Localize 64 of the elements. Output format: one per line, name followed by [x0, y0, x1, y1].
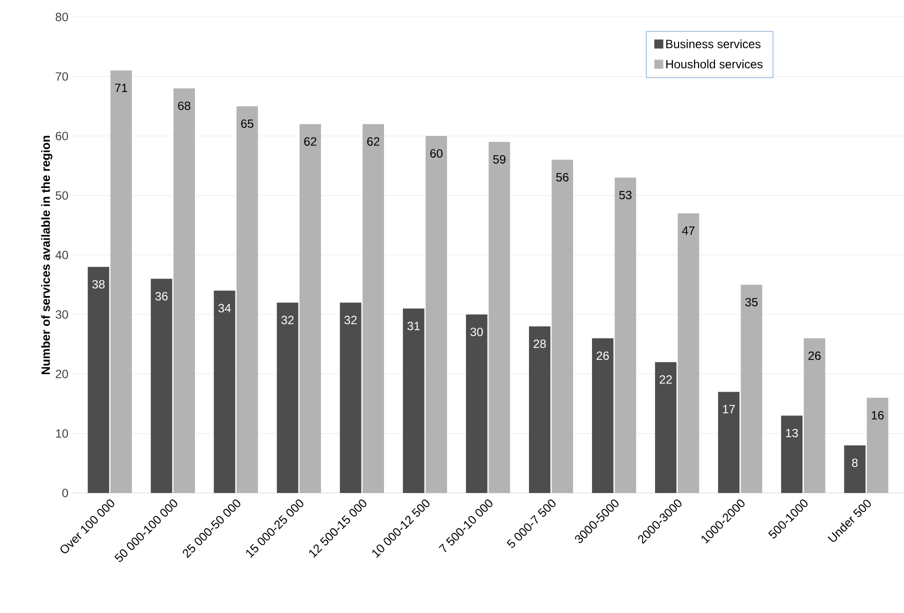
bar — [236, 106, 258, 493]
bar — [781, 416, 803, 493]
y-tick-label: 40 — [55, 250, 68, 260]
bar — [488, 142, 510, 493]
y-tick-label: 70 — [56, 72, 68, 81]
data-label: 62 — [367, 137, 380, 146]
data-label: 31 — [407, 322, 420, 330]
data-label: 17 — [723, 405, 735, 414]
data-label: 38 — [92, 280, 105, 289]
bar — [88, 266, 110, 493]
data-label: 28 — [534, 340, 546, 348]
data-label: 56 — [556, 172, 569, 182]
bar — [276, 302, 298, 493]
data-label: 36 — [155, 292, 168, 300]
data-label: 22 — [660, 375, 672, 384]
data-label: 47 — [682, 226, 694, 235]
bar — [110, 70, 132, 493]
y-tick-label: 0 — [62, 488, 68, 498]
data-label: 53 — [619, 190, 632, 200]
y-axis-title: Number of services available in the region — [41, 136, 52, 374]
y-tick-label: 10 — [56, 429, 68, 438]
bar — [150, 278, 172, 493]
bar — [804, 338, 826, 493]
bar — [866, 398, 888, 493]
bar — [844, 445, 866, 493]
y-tick-label: 80 — [56, 12, 68, 22]
legend-label: Houshold services — [666, 60, 763, 68]
data-label: 71 — [115, 84, 128, 92]
bar — [466, 314, 488, 493]
bar — [740, 284, 762, 493]
data-label: 59 — [493, 155, 506, 164]
y-tick-label: 30 — [56, 310, 68, 319]
bar — [300, 124, 321, 493]
data-label: 62 — [304, 137, 316, 146]
bar — [528, 326, 550, 493]
y-tick-label: 60 — [56, 132, 68, 140]
data-label: 35 — [745, 298, 758, 306]
bar — [614, 178, 636, 493]
data-label: 32 — [344, 316, 357, 324]
data-label: 13 — [786, 428, 798, 438]
data-label: 65 — [241, 119, 254, 128]
bar — [362, 124, 384, 493]
bar — [340, 302, 362, 493]
y-tick-label: 50 — [56, 191, 68, 200]
data-label: 26 — [596, 351, 609, 360]
bar — [552, 160, 574, 493]
y-tick-label: 20 — [56, 370, 68, 378]
data-label: 30 — [470, 328, 483, 336]
bar — [173, 88, 195, 493]
bar — [426, 136, 448, 493]
data-label: 34 — [218, 304, 231, 312]
bar — [592, 338, 614, 493]
bar — [678, 213, 700, 493]
data-label: 60 — [430, 149, 443, 158]
bar — [214, 290, 236, 493]
bar — [655, 362, 676, 493]
data-label: 8 — [852, 458, 858, 468]
bar — [718, 392, 740, 493]
data-label: 68 — [178, 102, 190, 110]
data-label: 16 — [872, 410, 884, 420]
bar — [402, 308, 424, 493]
data-label: 32 — [281, 316, 294, 324]
data-label: 26 — [808, 351, 821, 360]
legend-label: Business services — [666, 39, 761, 48]
